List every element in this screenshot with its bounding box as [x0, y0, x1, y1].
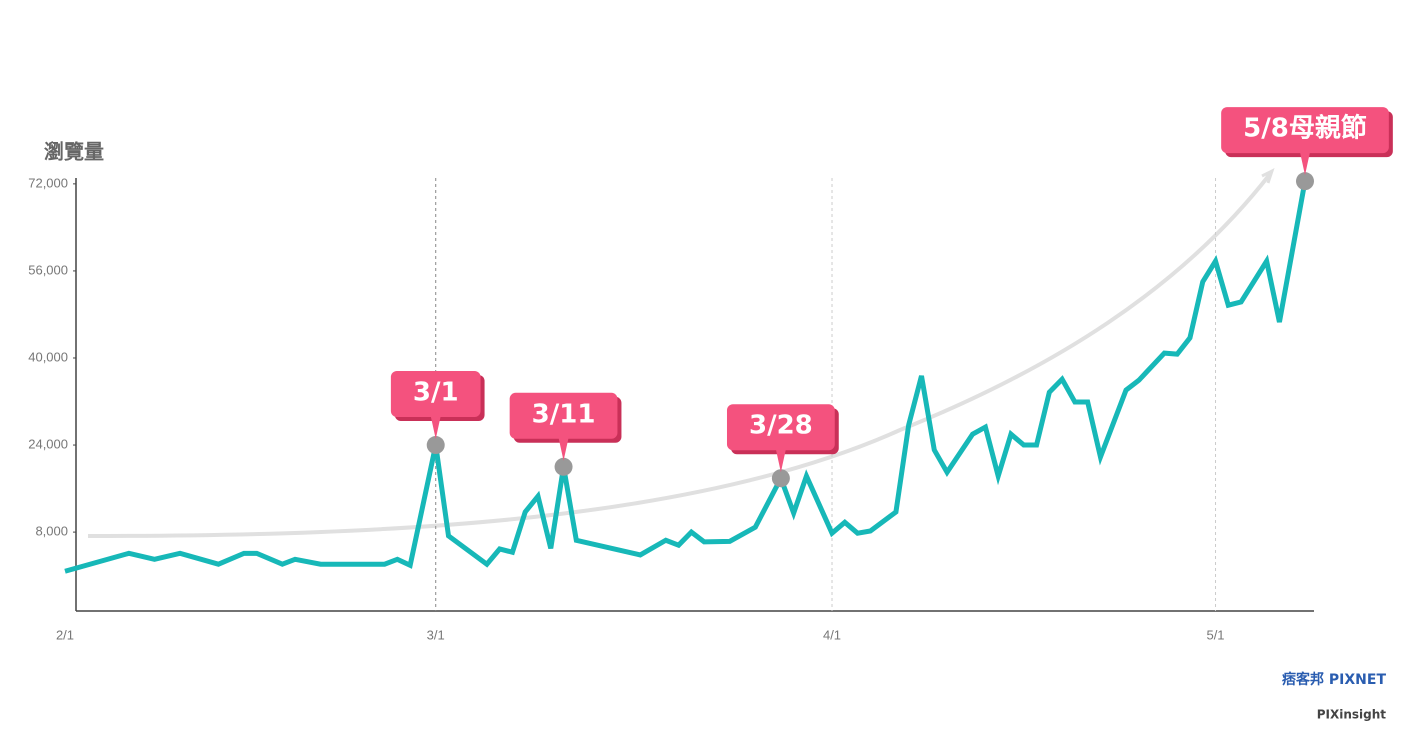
x-tick-label: 3/1: [427, 627, 445, 642]
annotation-box: [390, 371, 481, 418]
y-tick-label: 40,000: [28, 349, 68, 364]
x-tick-label: 5/1: [1206, 627, 1224, 642]
credit: PIXinsight: [1317, 708, 1387, 722]
annotation-pointer: [1300, 152, 1310, 176]
annotation-dot: [426, 436, 445, 455]
y-axis-label: 瀏覽量: [44, 140, 104, 164]
annotation-box: [509, 392, 618, 439]
credit: 痞客邦 PIXNET: [1282, 671, 1386, 688]
x-tick-label: 4/1: [823, 627, 841, 642]
annotation-dot: [771, 469, 790, 488]
annotation-dot: [1296, 172, 1314, 191]
annotation-box: [1221, 107, 1389, 154]
y-tick-label: 56,000: [28, 262, 68, 277]
annotation-label: 3/1: [413, 378, 459, 408]
y-tick-label: 24,000: [28, 436, 68, 451]
y-tick-label: 72,000: [28, 175, 68, 190]
annotation-box: [726, 404, 835, 451]
annotation-pointer: [430, 416, 441, 440]
annotation-label: 5/8母親節: [1243, 113, 1367, 144]
trend-arrow-head: [1261, 168, 1275, 184]
trend-arrow: [87, 172, 1272, 538]
x-tick-label: 2/1: [56, 627, 74, 642]
y-tick-label: 8,000: [35, 524, 68, 539]
data-line: [64, 180, 1308, 574]
annotation-dot: [554, 457, 573, 476]
annotation-label: 3/28: [749, 411, 813, 441]
annotation-pointer: [558, 437, 569, 461]
annotation-label: 3/11: [532, 399, 596, 429]
annotation-pointer: [775, 449, 786, 473]
